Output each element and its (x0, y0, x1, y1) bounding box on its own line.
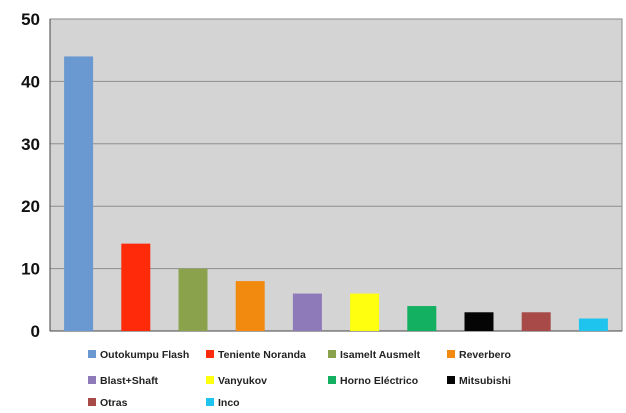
bar-4 (235, 281, 265, 331)
legend-label: Outokumpu Flash (100, 349, 189, 361)
legend-swatch (206, 376, 214, 384)
bar-1 (64, 56, 94, 331)
y-tick-label: 0 (31, 322, 40, 341)
y-tick-label: 40 (21, 72, 40, 91)
legend-label: Blast+Shaft (100, 375, 159, 387)
y-tick-label: 20 (21, 197, 40, 216)
bar-6 (350, 293, 380, 331)
legend-label: Inco (218, 397, 240, 409)
legend-swatch (328, 376, 336, 384)
bar-7 (407, 306, 437, 331)
bar-3 (178, 268, 208, 331)
bar-5 (292, 293, 322, 331)
legend-label: Mitsubishi (459, 375, 511, 387)
bar-10 (578, 318, 608, 331)
bar-8 (464, 312, 494, 331)
legend-label: Otras (100, 397, 128, 409)
legend-swatch (88, 350, 96, 358)
legend-swatch (88, 376, 96, 384)
legend-swatch (206, 398, 214, 406)
legend-swatch (447, 350, 455, 358)
bar-2 (121, 243, 151, 331)
y-tick-label: 30 (21, 135, 40, 154)
legend-label: Isamelt Ausmelt (340, 349, 421, 361)
y-tick-label: 10 (21, 260, 40, 279)
legend-swatch (328, 350, 336, 358)
legend-swatch (88, 398, 96, 406)
legend-label: Vanyukov (218, 375, 267, 387)
legend-label: Teniente Noranda (218, 349, 306, 361)
legend-label: Reverbero (459, 349, 511, 361)
legend-swatch (447, 376, 455, 384)
legend-label: Horno Eléctrico (340, 375, 418, 387)
y-tick-label: 50 (21, 10, 40, 29)
bar-9 (521, 312, 551, 331)
legend-swatch (206, 350, 214, 358)
